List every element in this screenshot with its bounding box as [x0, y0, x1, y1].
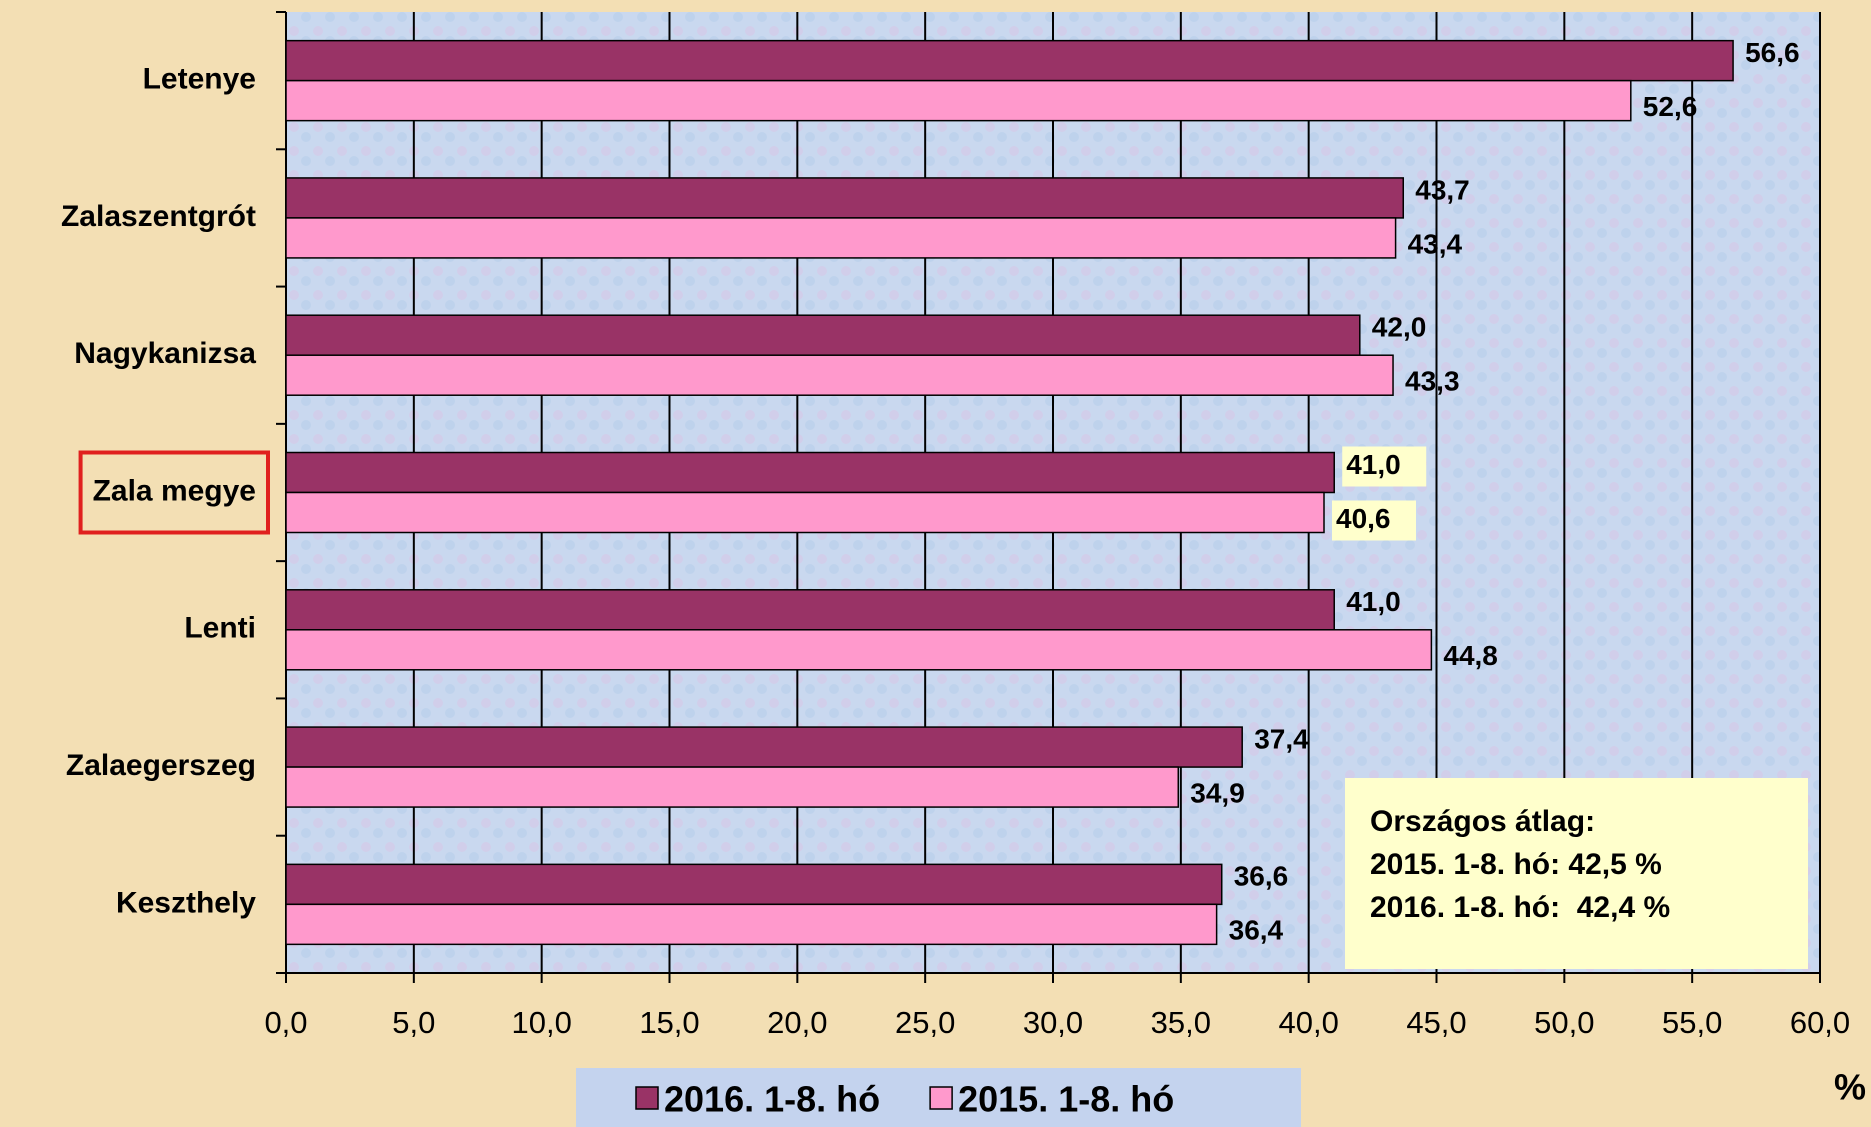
value-label: 40,6 [1336, 503, 1391, 534]
value-label: 52,6 [1643, 91, 1698, 122]
bar [285, 629, 1433, 671]
annotation: 2015. 1-8. hó: 42,5 % [1370, 848, 1662, 881]
value-label: 36,6 [1234, 861, 1289, 892]
value-label: 41,0 [1346, 586, 1401, 617]
legend-label: 2016. 1-8. hó [664, 1079, 880, 1120]
x-tick-label: 40,0 [1278, 1005, 1338, 1040]
x-tick-label: 25,0 [895, 1005, 955, 1040]
value-label-bg [1332, 500, 1417, 541]
x-tick-label: 20,0 [767, 1005, 827, 1040]
bar [285, 217, 1397, 259]
bar [285, 726, 1243, 768]
highlight-box [78, 450, 270, 535]
x-tick-label: 35,0 [1151, 1005, 1211, 1040]
bar [285, 354, 1394, 396]
value-label: 56,6 [1745, 37, 1800, 68]
category-label: Zalaegerszeg [66, 749, 256, 782]
x-tick-label: 55,0 [1662, 1005, 1722, 1040]
legend-label: 2015. 1-8. hó [958, 1079, 1174, 1120]
category-label: Keszthely [116, 886, 256, 919]
value-label: 36,4 [1229, 915, 1284, 946]
value-label: 34,9 [1190, 777, 1245, 808]
value-label: 43,4 [1408, 228, 1463, 259]
value-label: 41,0 [1346, 449, 1401, 480]
value-label: 43,3 [1405, 366, 1460, 397]
bar [285, 79, 1632, 122]
value-label: 44,8 [1443, 640, 1498, 671]
value-label-bg [1342, 446, 1427, 487]
category-label: Nagykanizsa [74, 337, 256, 370]
x-tick-label: 10,0 [511, 1005, 571, 1040]
x-tick-label: 50,0 [1534, 1005, 1594, 1040]
category-label: Zalaszentgrót [61, 200, 256, 233]
x-tick-label: 30,0 [1023, 1005, 1083, 1040]
category-label: Letenye [143, 63, 256, 96]
annotation: 2016. 1-8. hó: 42,4 % [1370, 891, 1670, 924]
annotation-box [1345, 778, 1808, 969]
bar [285, 903, 1218, 946]
category-label: Zala megye [93, 474, 256, 507]
value-label: 37,4 [1254, 723, 1309, 754]
bar [285, 314, 1361, 356]
bar [285, 863, 1223, 906]
value-label: 43,7 [1415, 174, 1470, 205]
x-tick-label: 60,0 [1790, 1005, 1850, 1040]
bar [285, 451, 1335, 494]
bar [285, 39, 1734, 82]
bar [285, 589, 1335, 631]
x-tick-label: 15,0 [639, 1005, 699, 1040]
value-label: 42,0 [1372, 312, 1427, 343]
x-tick-label: 0,0 [264, 1005, 307, 1040]
bar [285, 491, 1325, 534]
x-axis-label: % [1834, 1067, 1866, 1108]
annotation: Országos átlag: [1370, 805, 1595, 838]
bar [285, 177, 1405, 219]
x-tick-label: 45,0 [1406, 1005, 1466, 1040]
legend-swatch [929, 1086, 953, 1110]
bar [285, 766, 1180, 808]
legend-swatch [635, 1086, 659, 1110]
category-label: Lenti [184, 612, 256, 645]
x-tick-label: 5,0 [392, 1005, 435, 1040]
